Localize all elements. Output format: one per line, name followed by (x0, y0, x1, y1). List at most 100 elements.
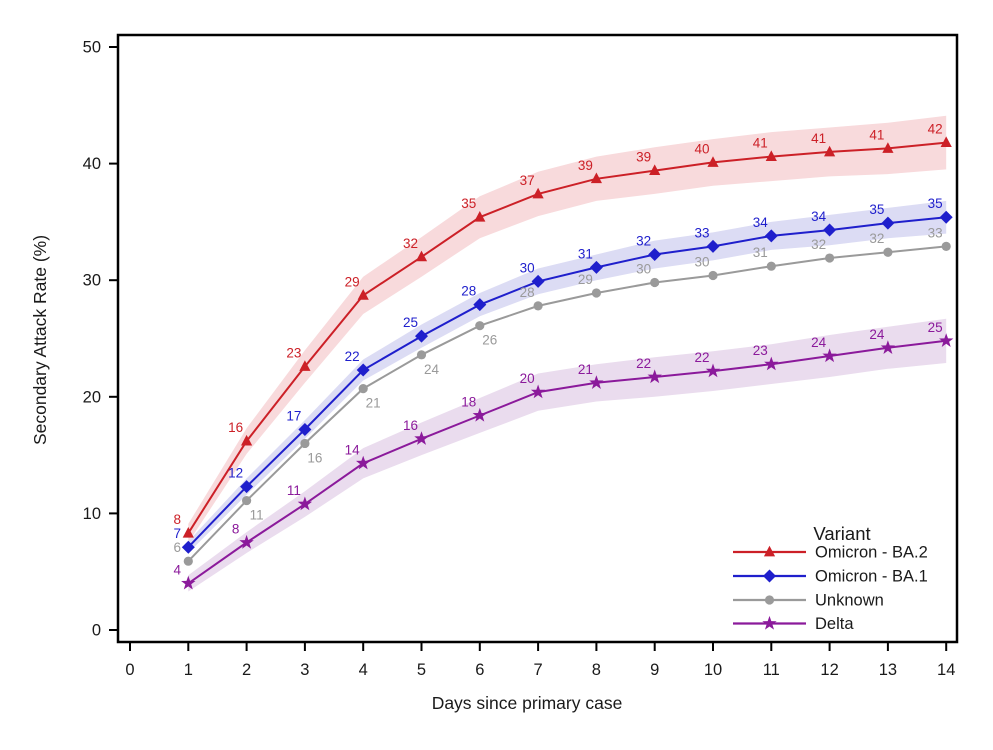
marker-delta (239, 534, 254, 549)
marker-omicron-ba-1 (531, 274, 545, 288)
point-label-omicron-ba-1: 7 (174, 526, 182, 541)
point-label-omicron-ba-2: 8 (174, 512, 182, 527)
marker-unknown (650, 277, 660, 288)
x-tick-label: 2 (242, 661, 251, 679)
marker-delta (764, 356, 779, 371)
marker-omicron-ba-2 (532, 187, 544, 199)
marker-omicron-ba-2 (299, 360, 311, 371)
point-label-omicron-ba-2: 41 (753, 136, 768, 151)
point-label-omicron-ba-1: 12 (228, 466, 243, 481)
legend-label: Omicron - BA.2 (815, 544, 928, 562)
point-label-omicron-ba-1: 22 (345, 349, 360, 364)
legend-marker-triangle-icon (763, 545, 776, 557)
marker-delta (530, 384, 546, 399)
point-label-delta: 22 (636, 356, 651, 371)
x-axis-title: Days since primary case (432, 693, 623, 713)
point-label-omicron-ba-1: 17 (286, 408, 301, 423)
x-axis: 0 1 2 3 4 5 6 7 8 9 10 11 12 13 14 (125, 642, 955, 679)
marker-unknown (416, 350, 427, 360)
marker-unknown (533, 301, 543, 311)
point-label-unknown: 11 (250, 508, 264, 523)
marker-delta (297, 496, 313, 511)
marker-unknown (358, 384, 368, 394)
marker-omicron-ba-2 (649, 164, 661, 175)
legend-item-omicron-ba-1: Omicron - BA.1 (733, 568, 928, 586)
point-label-omicron-ba-2: 16 (228, 420, 243, 435)
point-label-unknown: 24 (424, 362, 440, 377)
marker-delta (705, 363, 721, 378)
ci-band-omicron-ba-2 (188, 115, 947, 543)
point-label-unknown: 6 (174, 540, 182, 555)
point-label-omicron-ba-2: 32 (403, 236, 418, 251)
legend: Omicron - BA.2 Omicron - BA.1 Unknown Delta (733, 544, 928, 633)
marker-unknown (242, 495, 252, 506)
legend-marker-star-icon (762, 615, 777, 630)
ci-band-delta (188, 318, 947, 592)
point-label-omicron-ba-2: 41 (869, 127, 884, 142)
marker-omicron-ba-2 (765, 150, 777, 162)
marker-omicron-ba-1 (881, 216, 895, 230)
y-axis: 0 10 20 30 40 50 (83, 39, 118, 640)
point-label-omicron-ba-2: 39 (636, 150, 651, 165)
x-tick-label: 10 (704, 661, 722, 679)
y-axis-title: Secondary Attack Rate (%) (30, 235, 50, 445)
marker-omicron-ba-2 (707, 156, 719, 167)
legend-marker-circle-icon (764, 595, 775, 605)
legend-item-unknown: Unknown (733, 592, 884, 610)
point-label-unknown: 28 (520, 285, 535, 300)
y-tick-label: 10 (83, 505, 101, 523)
ci-band-omicron-ba-1 (188, 200, 947, 553)
point-label-unknown: 30 (694, 255, 709, 270)
point-label-unknown: 33 (928, 225, 943, 240)
marker-delta (472, 407, 487, 422)
point-label-omicron-ba-1: 34 (753, 215, 769, 230)
x-tick-label: 8 (592, 661, 601, 679)
marker-delta (181, 575, 196, 590)
marker-omicron-ba-1 (298, 422, 312, 436)
point-label-delta: 22 (694, 350, 709, 365)
point-label-delta: 16 (403, 418, 418, 433)
series-line-omicron-ba-2 (187, 141, 947, 534)
marker-delta (880, 340, 896, 354)
marker-omicron-ba-2 (415, 250, 428, 262)
point-label-delta: 4 (174, 562, 182, 577)
point-label-unknown: 29 (578, 272, 593, 287)
marker-omicron-ba-2 (474, 211, 486, 222)
marker-omicron-ba-1 (589, 260, 603, 274)
marker-omicron-ba-1 (823, 223, 837, 237)
x-tick-label: 1 (184, 661, 193, 679)
marker-omicron-ba-1 (240, 480, 254, 494)
legend-label: Delta (815, 615, 854, 633)
point-label-omicron-ba-1: 31 (578, 246, 593, 261)
point-label-unknown: 16 (307, 450, 322, 465)
marker-omicron-ba-2 (882, 142, 894, 153)
marker-unknown (475, 321, 485, 331)
plot-area: 0 1 2 3 4 5 6 7 8 9 10 11 12 13 1401020304050816232932… (83, 33, 959, 679)
marker-unknown (941, 241, 951, 251)
point-label-omicron-ba-2: 39 (578, 158, 593, 173)
marker-omicron-ba-1 (939, 210, 953, 224)
marker-delta (939, 333, 954, 347)
marker-omicron-ba-1 (648, 248, 662, 262)
y-tick-label: 50 (83, 39, 101, 57)
point-label-delta: 14 (345, 442, 361, 457)
marker-delta (647, 369, 662, 384)
marker-omicron-ba-1 (473, 298, 487, 312)
marker-unknown (825, 253, 835, 263)
point-label-unknown: 32 (869, 231, 884, 246)
x-tick-label: 13 (879, 661, 897, 679)
marker-delta (356, 455, 371, 470)
point-label-omicron-ba-1: 30 (520, 260, 535, 275)
marker-delta (822, 348, 837, 363)
marker-omicron-ba-2 (940, 136, 952, 148)
point-label-delta: 24 (811, 335, 827, 350)
marker-delta (414, 431, 429, 445)
x-tick-label: 7 (534, 661, 543, 679)
marker-unknown (708, 270, 718, 281)
x-tick-label: 5 (417, 661, 426, 679)
point-label-omicron-ba-2: 37 (520, 173, 535, 188)
marker-unknown (300, 438, 310, 449)
point-label-omicron-ba-1: 34 (811, 209, 827, 224)
y-tick-label: 20 (83, 388, 101, 406)
